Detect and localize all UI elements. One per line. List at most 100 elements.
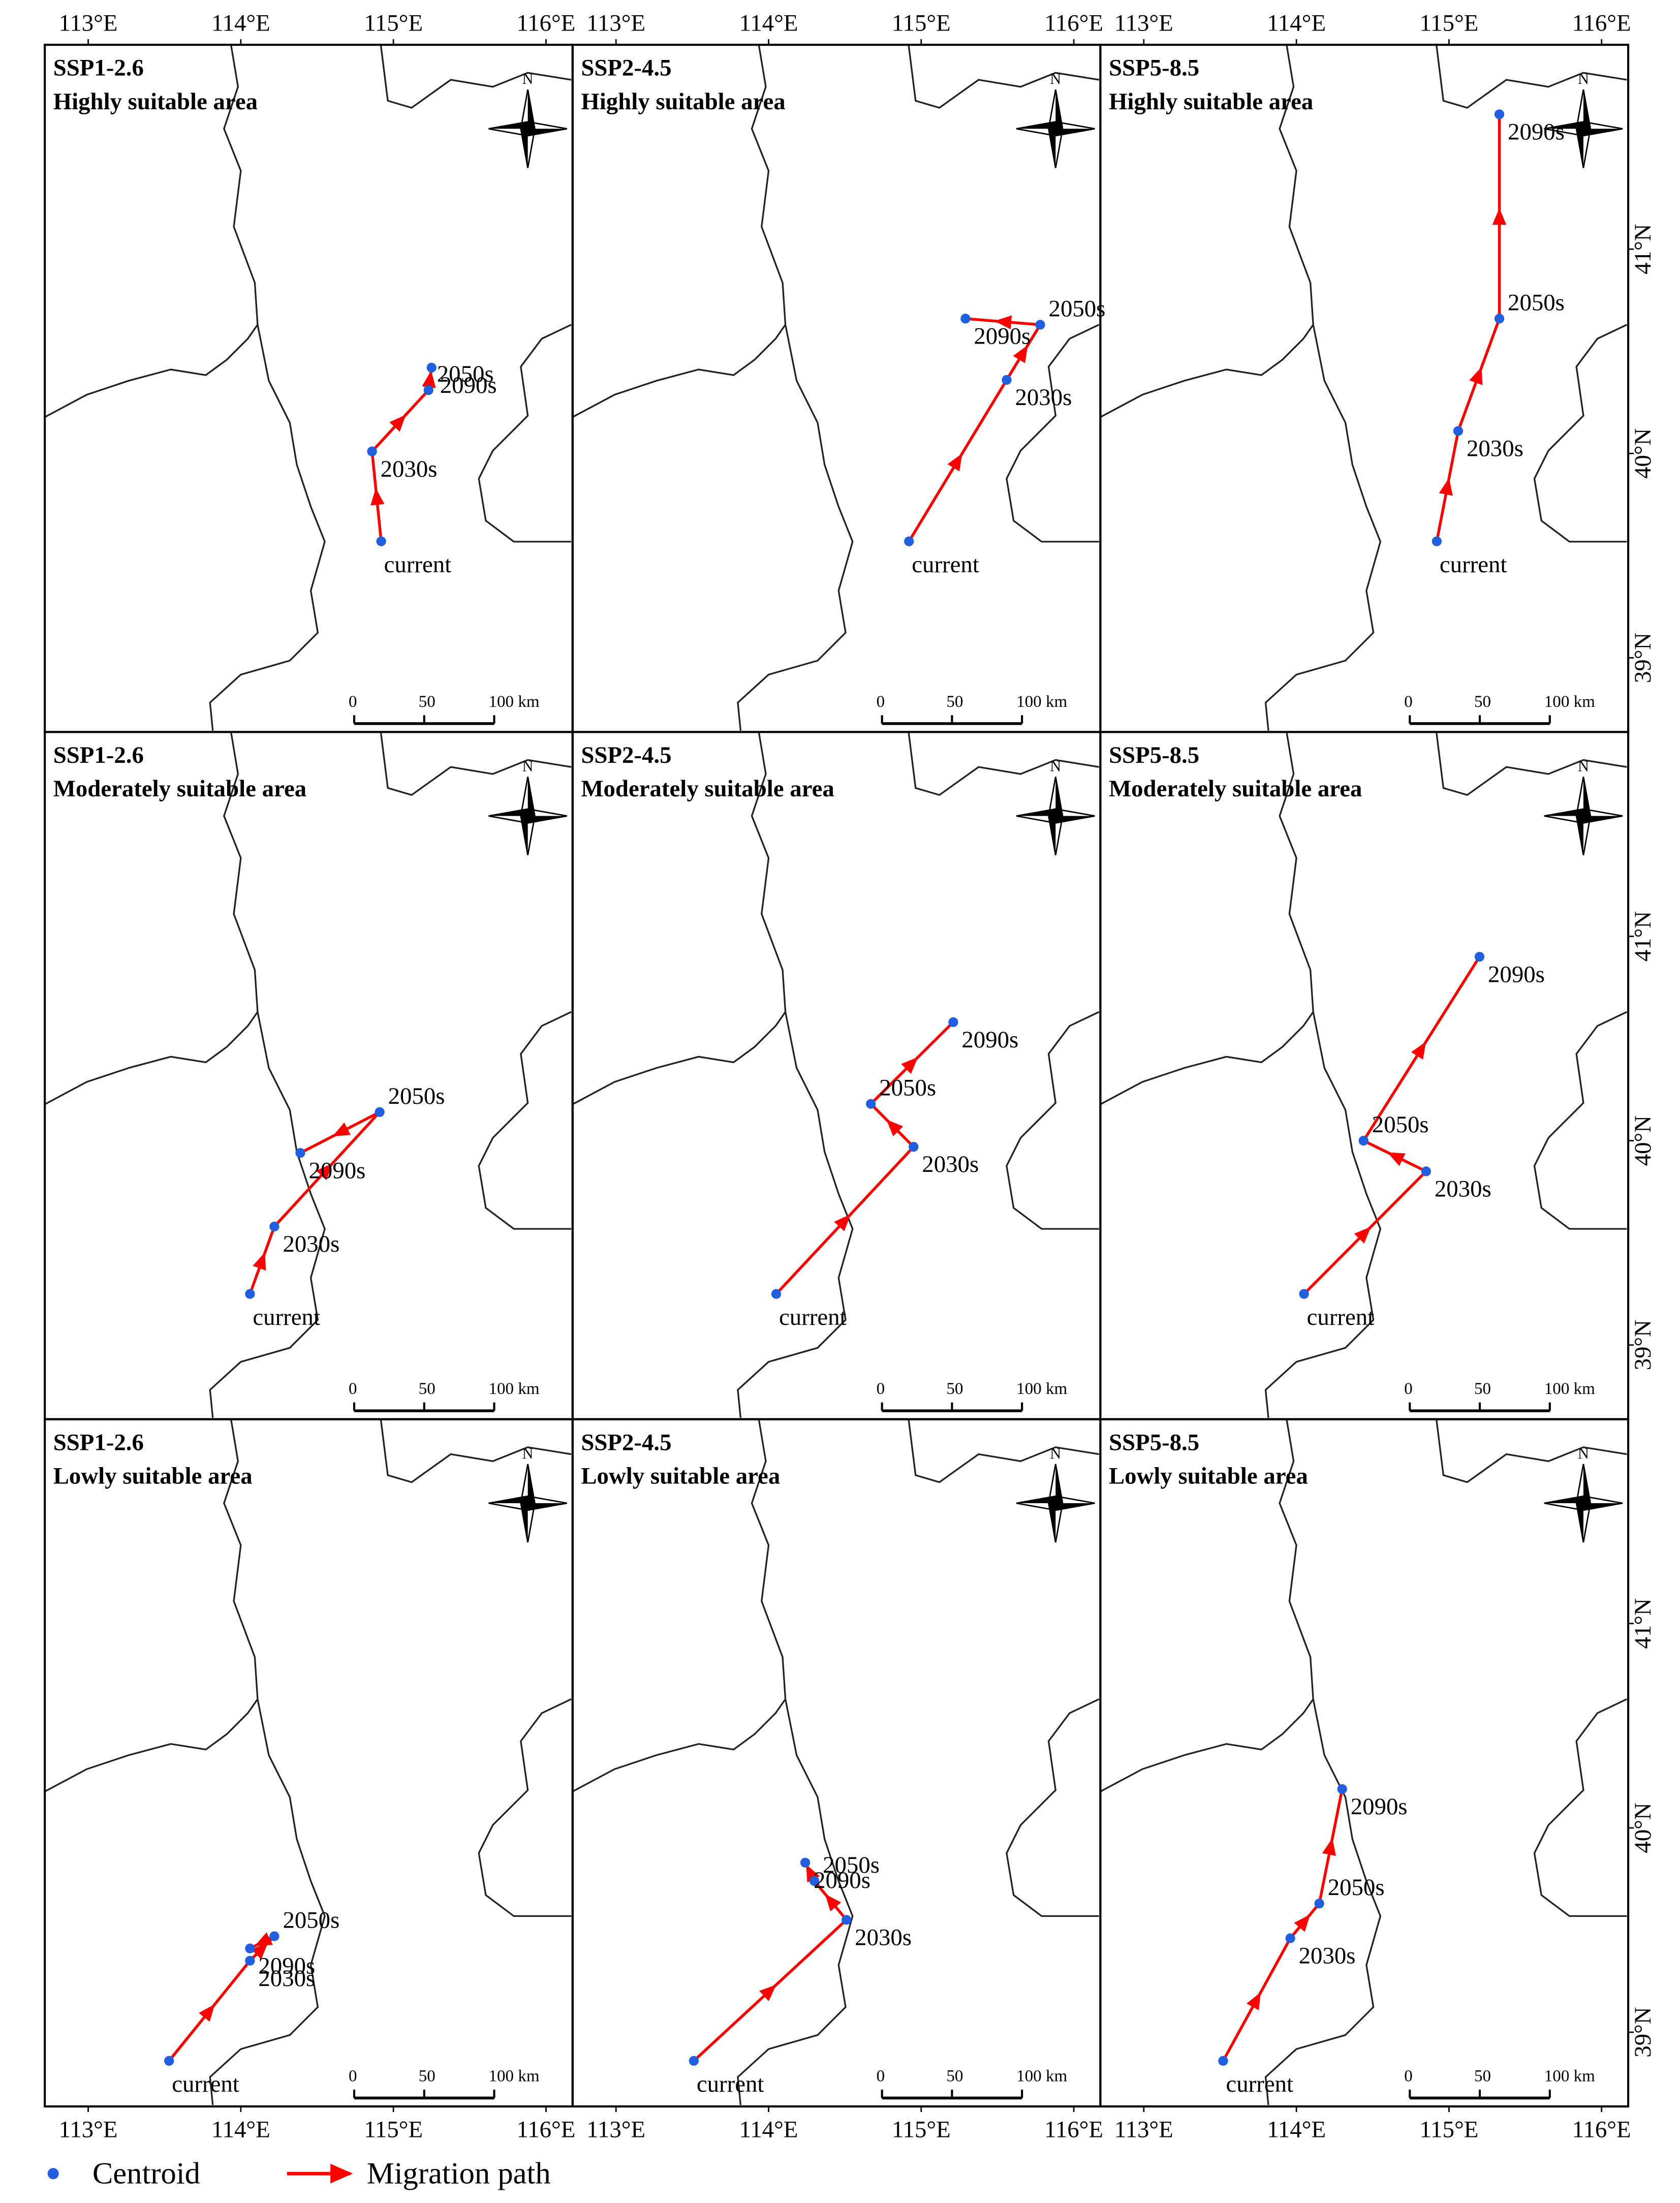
centroid (1474, 952, 1485, 962)
compass-shade (1544, 1464, 1623, 1543)
scale-label: 100 km (1016, 693, 1067, 711)
panel-scenario: SSP1-2.6 (53, 55, 144, 81)
panel-area: Highly suitable area (581, 88, 785, 115)
panel-scenario: SSP5-8.5 (1109, 742, 1199, 768)
boundaries (1100, 1419, 1628, 2106)
centroid (909, 1142, 919, 1152)
compass-shade (488, 777, 567, 855)
centroid-label: 2050s (283, 1907, 339, 1933)
lon-label: 114°E (739, 10, 798, 37)
compass-shade (1016, 777, 1095, 855)
path-arrow (422, 370, 436, 388)
province-boundary (1100, 1419, 1628, 2106)
path-arrow (1411, 1041, 1426, 1060)
scale-label: 50 (1474, 693, 1491, 711)
scale-label: 100 km (1016, 2067, 1067, 2085)
lon-label: 115°E (892, 2117, 951, 2143)
scale-label: 50 (419, 1380, 435, 1398)
lon-label: 114°E (739, 2117, 798, 2143)
compass-shade (488, 1464, 567, 1543)
lon-label: 114°E (211, 10, 270, 37)
map-panel: SSP1-2.6 Lowly suitable area N 0 50 100 km cur… (44, 1418, 574, 2108)
lat-label: 41°N (1630, 1598, 1656, 1649)
centroid (367, 446, 377, 456)
scale-label: 50 (419, 2067, 435, 2085)
map-panel: SSP2-4.5 Lowly suitable area N 0 50 100 km cur… (571, 1418, 1102, 2108)
lon-label: 115°E (364, 2117, 423, 2143)
centroid (269, 1221, 279, 1232)
panel-area: Lowly suitable area (1109, 1463, 1308, 1489)
map-panel: SSP2-4.5 Moderately suitable area N 0 50 100 … (571, 731, 1102, 1420)
scale-label: 0 (349, 693, 357, 711)
centroid (1035, 320, 1045, 330)
centroid-label: current (1307, 1304, 1375, 1330)
centroid (1494, 109, 1505, 119)
centroid (1285, 1933, 1295, 1943)
panel-area: Moderately suitable area (581, 775, 834, 802)
centroid (245, 1956, 255, 1966)
scale-label: 50 (946, 693, 963, 711)
lat-label: 41°N (1630, 224, 1656, 274)
lon-label: 116°E (517, 2117, 576, 2143)
panel-scenario: SSP2-4.5 (581, 742, 671, 768)
path-arrow (1439, 478, 1453, 496)
centroid-label: 2090s (814, 1867, 870, 1894)
path-arrow (332, 1122, 351, 1137)
centroid (426, 362, 437, 373)
scale-label: 50 (1474, 1380, 1491, 1398)
north-label: N (522, 758, 534, 775)
map-panel: SSP5-8.5 Highly suitable area N 0 50 100 km cu… (1099, 44, 1630, 733)
province-boundary (1100, 45, 1628, 732)
lat-label: 39°N (1630, 633, 1656, 683)
centroid-label: 2050s (1328, 1874, 1385, 1901)
lon-label: 115°E (1420, 2117, 1479, 2143)
compass-shade (1016, 1464, 1095, 1543)
path-arrow (901, 1057, 918, 1074)
path-arrow (1469, 367, 1483, 385)
scale-label: 100 km (488, 2067, 539, 2085)
centroid (809, 1876, 820, 1886)
centroid (164, 2056, 174, 2066)
centroid (1337, 1784, 1347, 1794)
path-arrow (389, 414, 406, 432)
lon-label: 113°E (59, 2117, 118, 2143)
centroid-label: current (172, 2071, 239, 2097)
boundaries (572, 1419, 1100, 2106)
centroid (960, 314, 971, 324)
centroid-label: 2030s (855, 1924, 912, 1950)
lon-label: 115°E (892, 10, 951, 37)
panel-frame (1099, 1418, 1630, 2108)
centroid-label: 2090s (961, 1027, 1018, 1053)
centroid (1314, 1899, 1324, 1909)
lon-label: 114°E (1267, 2117, 1326, 2143)
province-boundary (572, 1419, 1100, 2106)
scale-label: 100 km (488, 1380, 539, 1398)
centroid (1358, 1135, 1368, 1146)
scale-label: 0 (877, 1380, 885, 1398)
centroid (375, 1107, 385, 1117)
migration-path (1435, 114, 1501, 542)
lon-label: 116°E (1572, 2117, 1631, 2143)
centroid-label: current (1226, 2071, 1293, 2097)
centroid (866, 1099, 876, 1109)
migration-path (370, 367, 433, 542)
compass-shade (1544, 89, 1623, 168)
path-arrow (834, 1214, 851, 1231)
centroid (948, 1017, 958, 1028)
lat-label: 40°N (1630, 1803, 1656, 1853)
centroid (1299, 1289, 1309, 1299)
scale-label: 100 km (1016, 1380, 1067, 1398)
panel-frame (1099, 44, 1630, 733)
panel-scenario: SSP5-8.5 (1109, 55, 1199, 81)
map-layer: SSP1-2.6 Highly suitable area N 0 50 100 km cu… (44, 10, 1656, 2190)
path-arrow (316, 1163, 333, 1181)
lat-label: 40°N (1630, 1115, 1656, 1166)
centroid (1453, 426, 1464, 436)
north-label: N (1050, 70, 1061, 87)
scale-label: 50 (1474, 2067, 1491, 2085)
centroid (269, 1931, 279, 1941)
path-arrow (759, 1984, 776, 2001)
lon-label: 116°E (1572, 10, 1631, 37)
boundaries (45, 1419, 572, 2106)
